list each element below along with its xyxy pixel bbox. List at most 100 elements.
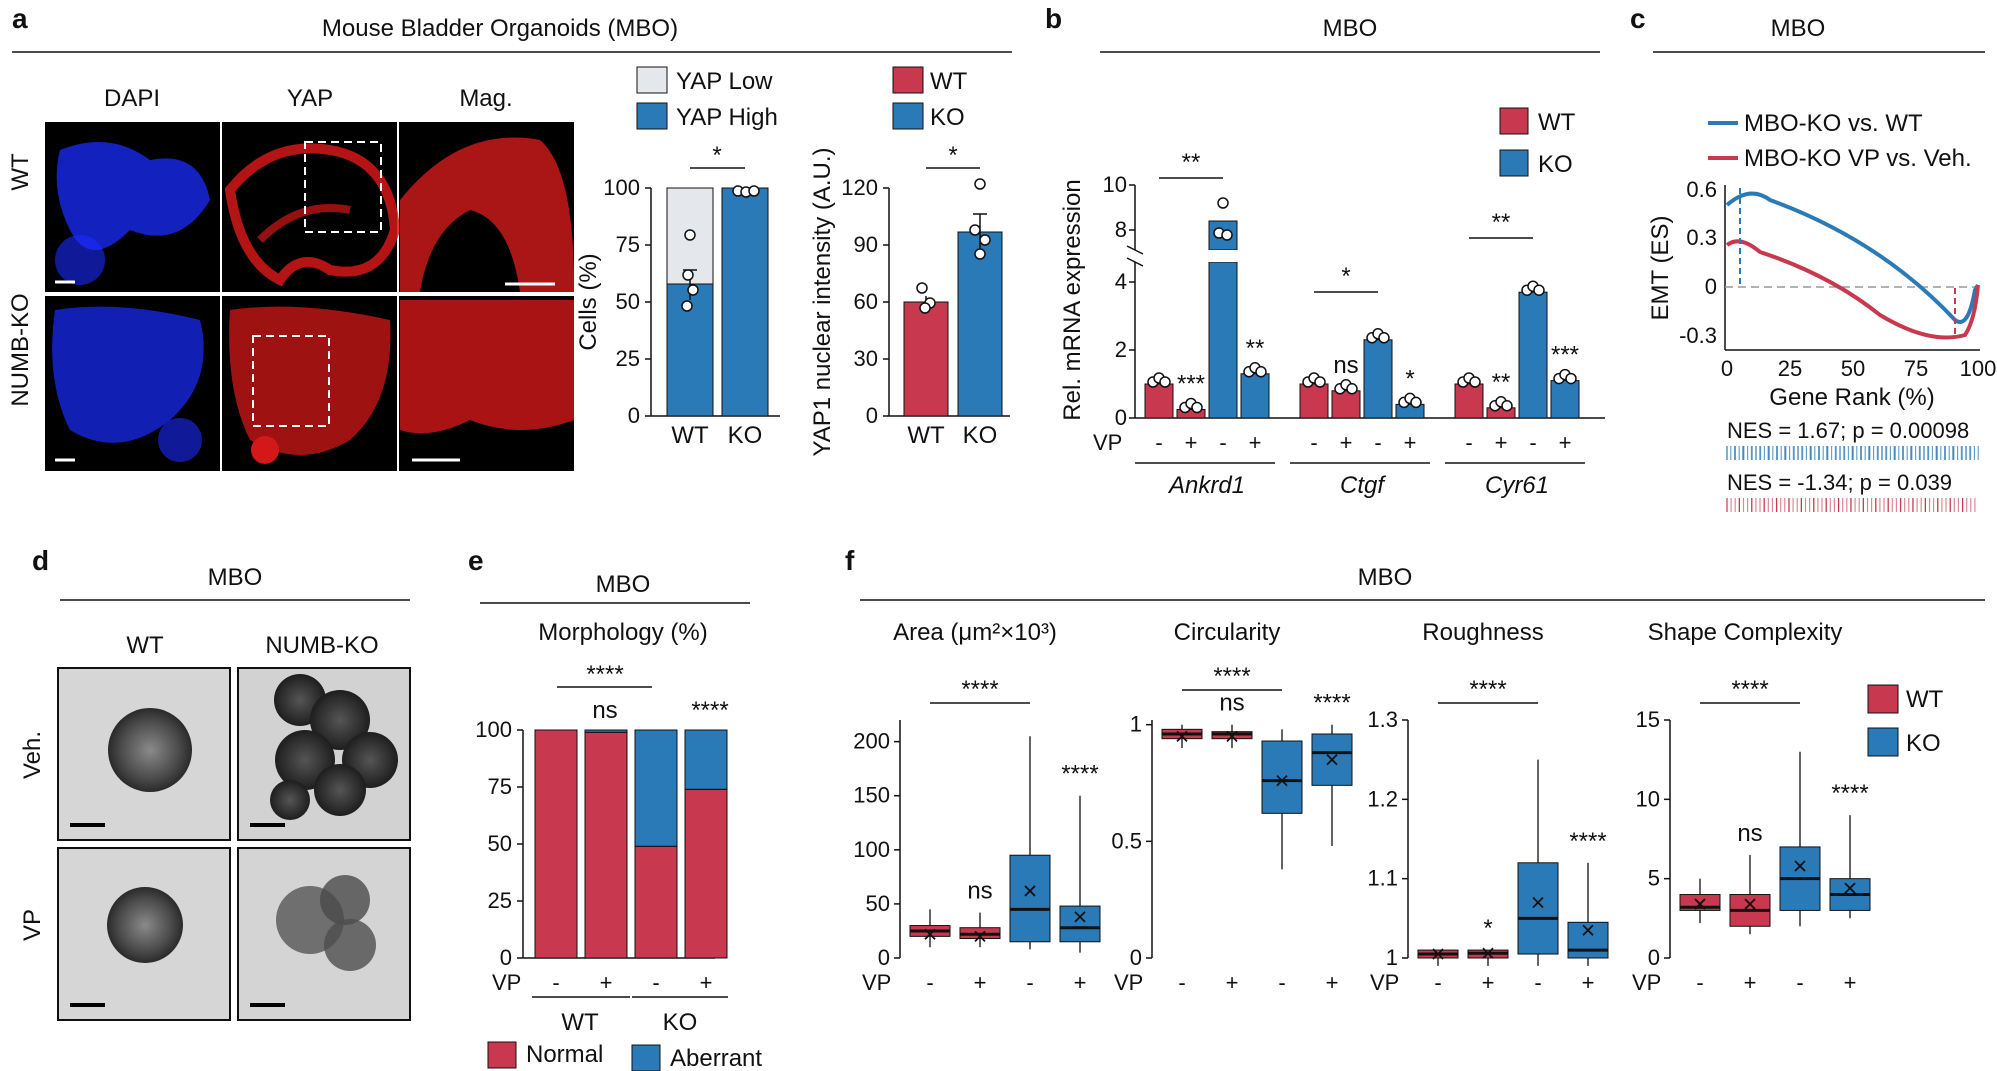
dot-b <box>1255 366 1267 378</box>
legend-swatch-b-wt <box>1499 107 1529 135</box>
bar-ko-yap1 <box>957 231 1003 417</box>
panel-a-letter: a <box>12 3 28 34</box>
gene-label-2: Cyr61 <box>1485 472 1549 499</box>
chart-morphology: 0 25 50 75 100 **** ns **** VP - + - + WT KO No… <box>475 661 762 1071</box>
ytick-e-1: 25 <box>488 888 512 913</box>
vp-b-0-0: - <box>1155 430 1162 455</box>
ytick-f-2-3: 1.3 <box>1367 707 1398 732</box>
mean-2-0 <box>1432 948 1444 960</box>
nes-1: NES = 1.67; p = 0.00098 <box>1727 418 1969 443</box>
sig-f-top-3: **** <box>1731 676 1768 703</box>
col-label-mag: Mag. <box>459 85 512 112</box>
mean-1-3 <box>1326 754 1338 766</box>
sig-b-0-1: *** <box>1177 371 1205 398</box>
micrograph-yap-wt <box>222 122 401 292</box>
panel-c-title: MBO <box>1771 15 1826 42</box>
mean-1-0 <box>1176 730 1188 742</box>
sig-e-ko: **** <box>691 697 728 724</box>
bar-e-aberrant-2 <box>634 729 678 847</box>
sig-b-2-1: ** <box>1492 369 1511 396</box>
chart-yap1-intensity: 0 30 60 90 120 * WT KO YAP1 nuclear intensit… <box>809 142 1010 457</box>
sig-b-1-3: * <box>1405 365 1414 392</box>
bar-b-0-2 <box>1208 261 1238 419</box>
vp-b-0-1: + <box>1185 430 1198 455</box>
ytick-a2-1: 30 <box>854 346 878 371</box>
panel-c-letter: c <box>1630 3 1646 34</box>
box-0-2 <box>1009 854 1051 943</box>
bar-e-aberrant-3 <box>684 729 728 790</box>
bar-e-normal-0 <box>534 729 578 959</box>
vp-b-1-1: + <box>1340 430 1353 455</box>
gene-label-1: Ctgf <box>1340 472 1386 499</box>
sig-yap1: * <box>948 142 957 169</box>
chart-mrna-expression: 0 2 4 8 10 *******ns********* VP - + - +Ank… <box>1093 149 1605 499</box>
ytick-e-4: 100 <box>475 717 512 742</box>
xtick-c-3: 75 <box>1904 356 1928 381</box>
row-label-veh: Veh. <box>19 731 46 779</box>
dot-b <box>1159 376 1171 388</box>
legend-yap-low: YAP Low <box>676 68 773 95</box>
bar-b-1-0 <box>1299 383 1329 419</box>
f-title-0: Area (μm²×10³) <box>893 619 1057 646</box>
legend-swatch-yap-low <box>636 66 668 94</box>
legend-swatch-aberrant <box>631 1044 661 1071</box>
legend-swatch-normal <box>487 1041 517 1069</box>
vp-f-1-1: + <box>1226 970 1239 995</box>
legend-f-ko: KO <box>1906 730 1941 757</box>
xtick-c-0: 0 <box>1721 356 1733 381</box>
ytick-f-1-1: 0.5 <box>1111 828 1142 853</box>
legend-b-ko: KO <box>1538 151 1573 178</box>
mean-1-2 <box>1276 775 1288 787</box>
dot-b <box>1410 396 1422 409</box>
legend-swatch-f-wt <box>1867 684 1899 714</box>
vp-b-0-2: - <box>1219 430 1226 455</box>
ytick-b-10: 10 <box>1103 172 1127 197</box>
xlabel-c: Gene Rank (%) <box>1769 384 1934 411</box>
ytick-a2-3: 90 <box>854 232 878 257</box>
vp-b-1-0: - <box>1310 430 1317 455</box>
micrograph-mag-ko <box>399 296 574 471</box>
mean-3-2 <box>1794 860 1806 872</box>
mean-2-1 <box>1482 947 1494 959</box>
ytick-f-1-2: 1 <box>1130 712 1142 737</box>
gsea-line-vp-vs-veh <box>1725 239 1980 340</box>
sig-b-1-1: ns <box>1333 352 1358 379</box>
vp-b-2-2: - <box>1529 430 1536 455</box>
vp-b-2-1: + <box>1495 430 1508 455</box>
ytick-f-2-0: 1 <box>1386 945 1398 970</box>
gsea-line-ko-vs-wt <box>1725 191 1980 324</box>
vp-f-0-3: + <box>1074 970 1087 995</box>
sig-b-2-3: *** <box>1551 342 1579 369</box>
boxplot-2: Roughness 1 1.1 1.2 1.3 - + * - + **** **** VP <box>1367 619 1609 995</box>
mean-3-0 <box>1694 898 1706 910</box>
panel-a-title: Mouse Bladder Organoids (MBO) <box>322 15 678 42</box>
xtick-ko-a1: KO <box>728 422 763 449</box>
vp-label-f-2: VP <box>1370 970 1399 995</box>
panel-f-title: MBO <box>1358 564 1413 591</box>
dot-b <box>1191 401 1203 414</box>
xtick-c-1: 25 <box>1778 356 1802 381</box>
ylabel-c: EMT (ES) <box>1647 216 1674 321</box>
ytick-f-0-4: 200 <box>853 729 890 754</box>
sig-f-0-3: **** <box>1061 761 1098 788</box>
vp-b-1-2: - <box>1374 430 1381 455</box>
panel-d-letter: d <box>32 545 49 576</box>
xtick-c-4: 100 <box>1960 356 1997 381</box>
vp-e-3: + <box>700 970 713 995</box>
xtick-c-2: 50 <box>1841 356 1865 381</box>
box-2-3 <box>1567 921 1609 959</box>
xtick-ko-a2: KO <box>963 422 998 449</box>
boxplot-3: Shape Complexity 0 5 10 15 - + ns - + **** **** VP <box>1632 619 1871 995</box>
mean-0-3 <box>1074 911 1086 923</box>
mean-3-1 <box>1744 898 1756 910</box>
vp-f-2-2: - <box>1534 970 1541 995</box>
legend-normal: Normal <box>526 1041 603 1068</box>
ytick-b-4: 4 <box>1115 269 1127 294</box>
vp-f-3-0: - <box>1696 970 1703 995</box>
sig-f-top-0: **** <box>961 676 998 703</box>
sig-cells: * <box>712 142 721 169</box>
bar-e-normal-2 <box>634 845 678 959</box>
boxplot-1: Circularity 0 0.5 1 - + ns - + **** **** VP <box>1111 619 1353 995</box>
vp-f-2-3: + <box>1582 970 1595 995</box>
sig-b-0-3: ** <box>1246 335 1265 362</box>
